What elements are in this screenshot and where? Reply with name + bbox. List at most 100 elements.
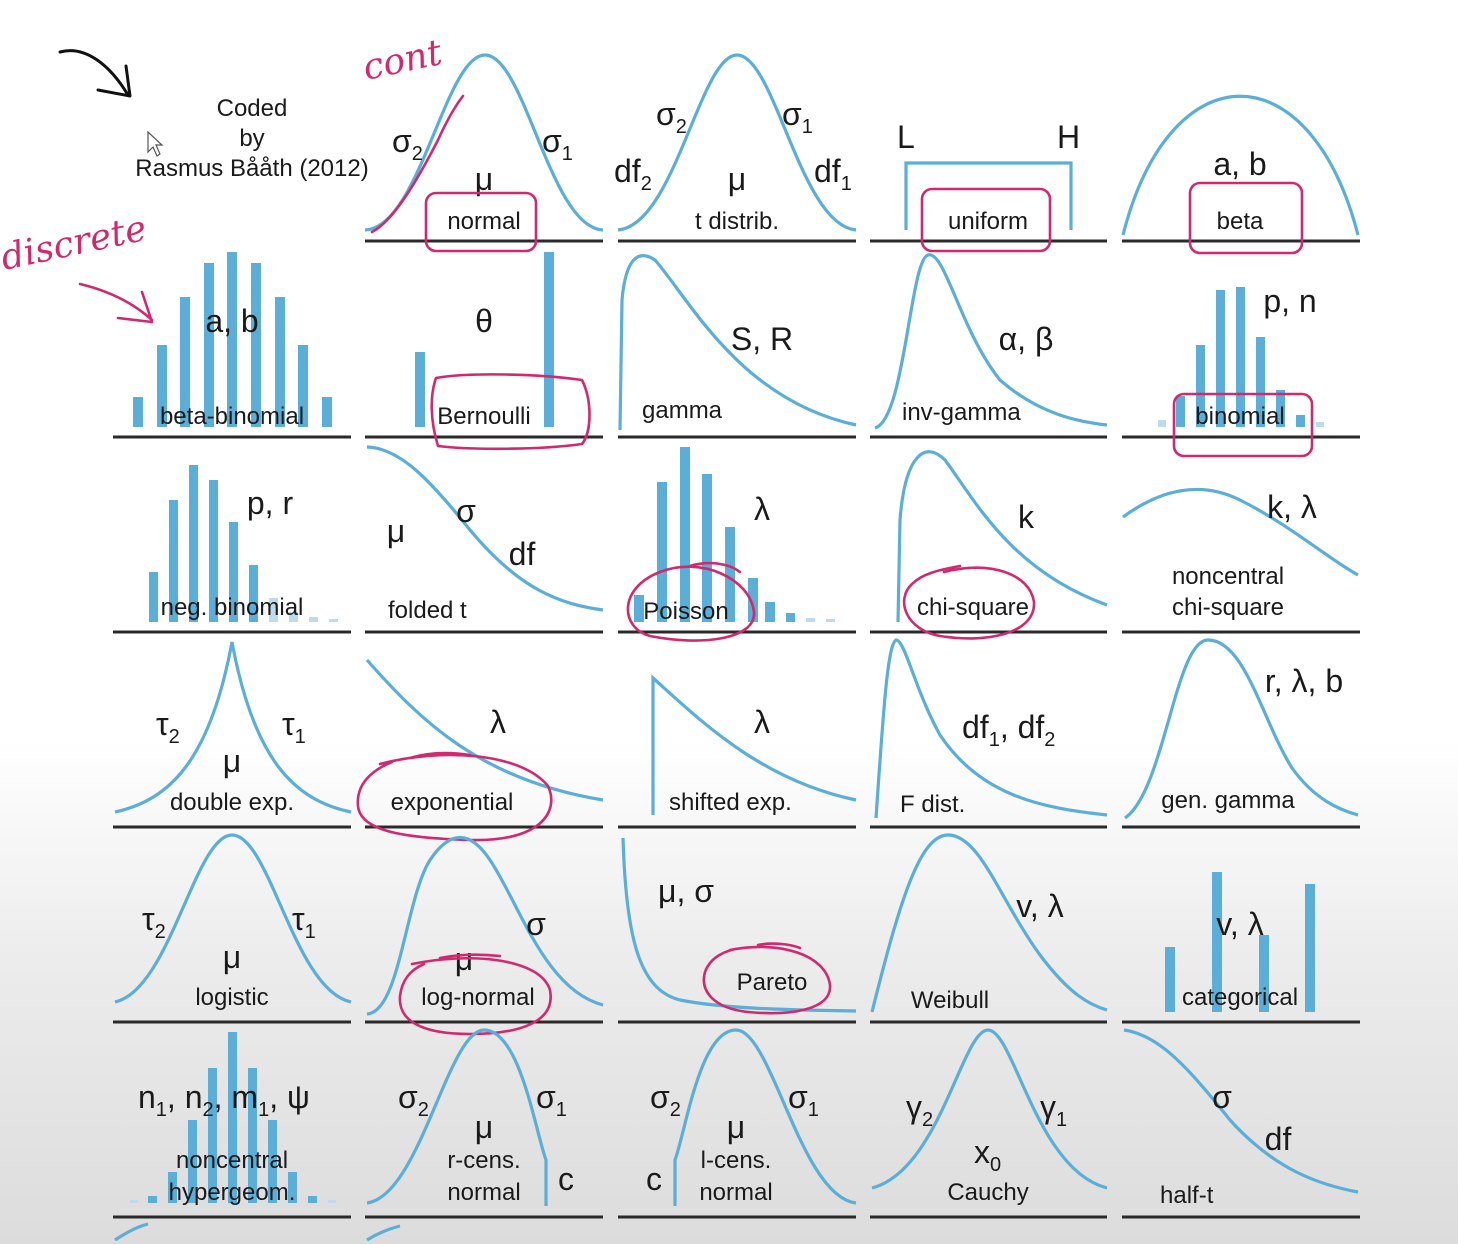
scribble-normal xyxy=(370,94,465,234)
param-sigma1: σ1 xyxy=(782,96,813,138)
label-normal: normal xyxy=(447,1179,520,1206)
label-cauchy: Cauchy xyxy=(947,1179,1028,1206)
circle-normal xyxy=(424,191,538,253)
cell-gen-gamma: r, λ, b gen. gamma xyxy=(1122,638,1360,829)
label-poisson: Poisson xyxy=(643,598,728,625)
label-inv-gamma: inv-gamma xyxy=(902,399,1021,426)
param-sigma: σ xyxy=(526,906,546,942)
cell-pareto: μ, σ Pareto xyxy=(618,837,857,1024)
label-categorical: categorical xyxy=(1182,984,1298,1011)
cell-normal: σ2 σ1 μ normal xyxy=(364,53,604,253)
circle-beta xyxy=(1188,181,1304,255)
label-beta-binomial: beta-binomial xyxy=(160,403,304,430)
param-H: H xyxy=(1057,119,1080,155)
label-binomial: binomial xyxy=(1195,403,1284,430)
cell-noncentral-hypergeom: n1, n2, m1, ψ noncentral hypergeom. xyxy=(113,1032,351,1219)
cell-r-cens-normal: σ2 σ1 μ c r-cens. normal xyxy=(365,1028,603,1219)
param-df: df xyxy=(1265,1121,1292,1157)
param-df1: df1 xyxy=(814,153,852,195)
next-row-partial xyxy=(114,1222,401,1242)
annotation-continuous: cont xyxy=(359,32,446,89)
circle-poisson xyxy=(626,561,756,642)
param-df1-df2: df1, df2 xyxy=(962,709,1055,751)
param-x0: x0 xyxy=(974,1134,1001,1176)
cell-beta-binomial: a, b beta-binomial xyxy=(113,252,351,439)
param-sigma1: σ1 xyxy=(542,123,573,165)
param-alpha-beta: α, β xyxy=(999,321,1054,357)
label-r-cens: r-cens. xyxy=(447,1147,520,1174)
credit-line-3: Rasmus Bååth (2012) xyxy=(135,155,368,182)
label-double-exp: double exp. xyxy=(170,789,294,816)
label-gamma: gamma xyxy=(642,397,723,424)
cell-uniform: L H uniform xyxy=(870,119,1107,253)
annotation-arrow-discrete xyxy=(78,282,154,324)
cell-shifted-exp: λ shifted exp. xyxy=(618,674,857,829)
label-noncentral: noncentral xyxy=(1172,563,1284,590)
param-SR: S, R xyxy=(731,321,793,357)
param-sigma2: σ2 xyxy=(656,96,687,138)
label-hypergeom: hypergeom. xyxy=(169,1179,296,1206)
cell-half-t: σ df half-t xyxy=(1122,1028,1360,1219)
label-l-cens: l-cens. xyxy=(701,1147,772,1174)
label-normal: normal xyxy=(699,1179,772,1206)
param-sigma2: σ2 xyxy=(392,123,423,165)
param-sigma: σ xyxy=(1212,1079,1232,1115)
param-L: L xyxy=(897,119,915,155)
param-c: c xyxy=(558,1161,574,1197)
param-lambda: λ xyxy=(490,704,506,740)
param-mu: μ xyxy=(223,939,241,975)
cell-f-dist: df1, df2 F dist. xyxy=(870,638,1108,829)
param-pn: p, n xyxy=(1263,283,1316,319)
label-gen-gamma: gen. gamma xyxy=(1161,787,1295,814)
param-df2: df2 xyxy=(614,153,652,195)
param-sigma2: σ2 xyxy=(650,1079,681,1121)
circle-uniform xyxy=(920,187,1052,253)
mouse-cursor-icon xyxy=(147,130,164,157)
param-sigma1: σ1 xyxy=(788,1079,819,1121)
cell-categorical: v, λ categorical xyxy=(1122,872,1360,1024)
param-pr: p, r xyxy=(247,485,294,521)
param-mu: μ xyxy=(727,1109,745,1145)
label-f-dist: F dist. xyxy=(900,791,965,818)
label-shifted-exp: shifted exp. xyxy=(669,789,792,816)
param-v-lambda: v, λ xyxy=(1016,888,1063,924)
label-logistic: logistic xyxy=(195,984,268,1011)
label-normal: normal xyxy=(447,208,520,235)
label-chi-square-2: chi-square xyxy=(1172,594,1284,621)
cell-double-exp: τ2 τ1 μ double exp. xyxy=(113,641,352,829)
param-v-lambda: v, λ xyxy=(1216,906,1263,942)
cell-cauchy: γ2 γ1 x0 Cauchy xyxy=(870,1028,1108,1219)
param-tau1: τ1 xyxy=(282,706,306,748)
label-neg-binomial: neg. binomial xyxy=(161,594,304,621)
label-weibull: Weibull xyxy=(911,987,989,1014)
param-mu-sigma: μ, σ xyxy=(658,873,714,909)
param-c: c xyxy=(646,1161,662,1197)
cell-gamma: S, R gamma xyxy=(618,254,857,439)
param-mu: μ xyxy=(223,743,241,779)
param-tau2: τ2 xyxy=(142,901,166,943)
label-t-distrib: t distrib. xyxy=(695,208,779,235)
cell-inv-gamma: α, β inv-gamma xyxy=(870,253,1108,439)
param-ab: a, b xyxy=(205,303,258,339)
label-exponential: exponential xyxy=(391,789,514,816)
label-beta: beta xyxy=(1217,208,1264,235)
cell-noncentral-chi-square: k, λ noncentral chi-square xyxy=(1122,487,1360,634)
annotation-arrow-top xyxy=(58,49,132,98)
label-chi-square: chi-square xyxy=(917,594,1029,621)
label-noncentral: noncentral xyxy=(176,1147,288,1174)
label-uniform: uniform xyxy=(948,208,1028,235)
cell-folded-t: μ σ df folded t xyxy=(365,445,604,634)
param-r-lambda-b: r, λ, b xyxy=(1265,663,1343,699)
cell-weibull: v, λ Weibull xyxy=(870,833,1108,1024)
param-ab: a, b xyxy=(1213,146,1266,182)
circle-chi-square xyxy=(902,564,1036,640)
param-k-lambda: k, λ xyxy=(1267,489,1317,525)
param-lambda: λ xyxy=(754,704,770,740)
cell-exponential: λ exponential xyxy=(356,658,604,842)
param-sigma2: σ2 xyxy=(398,1079,429,1121)
cell-chi-square: k chi-square xyxy=(870,450,1108,640)
credit-line-1: Coded xyxy=(217,95,288,122)
label-bernoulli: Bernoulli xyxy=(437,403,530,430)
label-pareto: Pareto xyxy=(737,969,808,996)
param-k: k xyxy=(1018,499,1035,535)
